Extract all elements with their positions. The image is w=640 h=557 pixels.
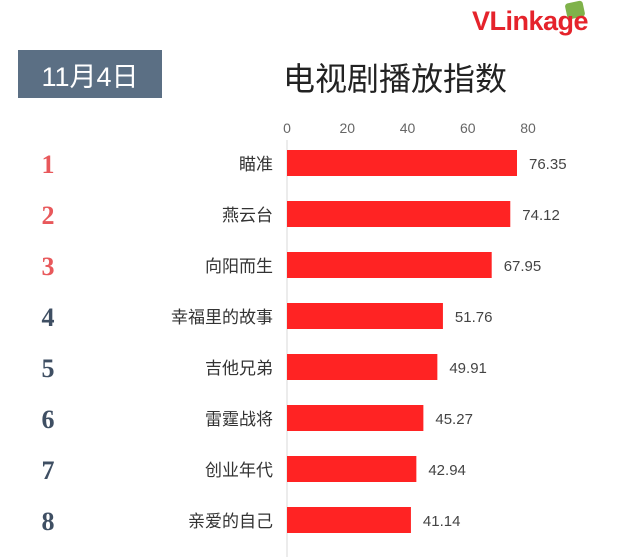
chart-title: 电视剧播放指数	[282, 60, 507, 98]
rank-number: 1	[42, 150, 55, 179]
data-bar	[287, 252, 492, 278]
value-label: 42.94	[428, 462, 466, 479]
rank-number: 2	[42, 201, 55, 230]
chart-rows: 1 瞄准 76.35 2 燕云台 74.12 3 向阳而生 67.95 4 幸福里的故事 51.76 5…	[42, 150, 567, 536]
category-label: 燕云台	[222, 206, 273, 226]
x-axis-ticks: 0 20 40 60 80	[283, 120, 536, 136]
x-tick-label: 80	[520, 120, 536, 136]
data-bar	[287, 201, 511, 227]
rank-number: 8	[42, 507, 55, 536]
x-tick-label: 40	[400, 120, 416, 136]
value-label: 49.91	[449, 360, 487, 377]
value-label: 76.35	[529, 156, 567, 173]
data-bar	[287, 456, 417, 482]
data-bar	[287, 507, 411, 533]
brand-logo: VLinkage	[471, 6, 589, 36]
category-label: 瞄准	[239, 155, 273, 175]
rank-number: 6	[42, 405, 55, 434]
value-label: 51.76	[455, 309, 493, 326]
value-label: 45.27	[435, 411, 473, 428]
category-label: 吉他兄弟	[205, 359, 273, 379]
data-bar	[287, 354, 438, 380]
category-label: 亲爱的自己	[188, 512, 273, 532]
data-bar	[287, 405, 424, 431]
value-label: 67.95	[504, 258, 542, 275]
x-tick-label: 20	[339, 120, 355, 136]
value-label: 74.12	[522, 207, 560, 224]
value-label: 41.14	[423, 513, 461, 530]
rank-number: 7	[42, 456, 55, 485]
data-bar	[287, 150, 518, 176]
x-tick-label: 0	[283, 120, 291, 136]
category-label: 幸福里的故事	[171, 308, 273, 328]
rank-number: 4	[42, 303, 55, 332]
rank-number: 3	[42, 252, 55, 281]
date-badge: 11月4日	[18, 50, 162, 98]
rank-number: 5	[42, 354, 55, 383]
category-label: 向阳而生	[205, 257, 273, 277]
category-label: 雷霆战将	[205, 410, 273, 430]
category-label: 创业年代	[205, 461, 273, 481]
data-bar	[287, 303, 443, 329]
x-tick-label: 60	[460, 120, 476, 136]
